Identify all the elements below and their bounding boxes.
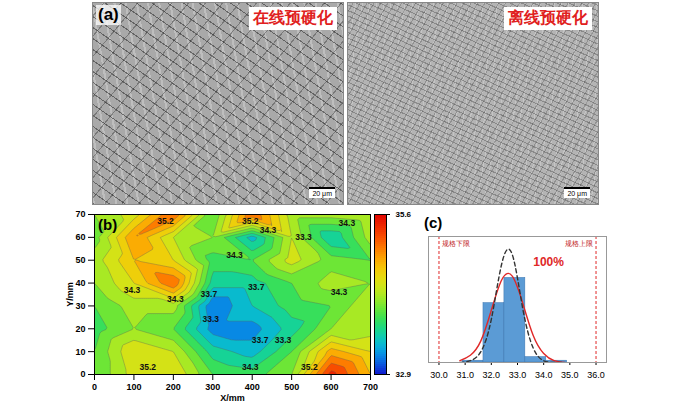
svg-text:0: 0 <box>92 382 97 392</box>
svg-text:33.7: 33.7 <box>201 289 218 299</box>
svg-text:30.0: 30.0 <box>430 370 448 380</box>
svg-text:32.0: 32.0 <box>483 370 501 380</box>
svg-text:35.0: 35.0 <box>561 370 579 380</box>
svg-text:34.3: 34.3 <box>226 250 243 260</box>
svg-text:33.0: 33.0 <box>509 370 527 380</box>
svg-text:34.3: 34.3 <box>331 287 348 297</box>
svg-text:34.3: 34.3 <box>242 362 259 372</box>
svg-text:34.3: 34.3 <box>339 218 356 228</box>
svg-text:31.0: 31.0 <box>456 370 474 380</box>
html-text:离线预硬化: 离线预硬化 <box>508 9 588 26</box>
html-text:(a): (a) <box>98 5 119 24</box>
svg-text:35.2: 35.2 <box>157 216 174 226</box>
html-text:在线预硬化: 在线预硬化 <box>253 9 333 26</box>
svg-text:规格上限: 规格上限 <box>565 240 593 247</box>
svg-text:34.0: 34.0 <box>535 370 553 380</box>
svg-text:34.3: 34.3 <box>260 225 277 235</box>
svg-text:33.7: 33.7 <box>248 282 265 292</box>
svg-text:X/mm: X/mm <box>220 393 245 403</box>
svg-text:0: 0 <box>80 369 85 379</box>
svg-text:100%: 100% <box>533 255 564 269</box>
svg-text:70: 70 <box>75 209 85 219</box>
svg-text:500: 500 <box>284 382 299 392</box>
svg-text:32.9: 32.9 <box>396 370 412 379</box>
svg-text:35.2: 35.2 <box>139 362 156 372</box>
html-text:(b): (b) <box>98 216 118 233</box>
svg-text:35.6: 35.6 <box>396 210 412 219</box>
svg-text:50: 50 <box>75 255 85 265</box>
html-text:20 μm: 20 μm <box>567 190 587 197</box>
svg-text:40: 40 <box>75 278 85 288</box>
svg-text:200: 200 <box>166 382 181 392</box>
svg-text:100: 100 <box>126 382 141 392</box>
svg-text:Y/mm: Y/mm <box>65 282 75 307</box>
svg-text:规格下限: 规格下限 <box>442 240 470 247</box>
svg-text:10: 10 <box>75 347 85 357</box>
svg-text:33.3: 33.3 <box>275 335 292 345</box>
svg-text:34.3: 34.3 <box>167 294 184 304</box>
svg-text:300: 300 <box>205 382 220 392</box>
svg-text:33.3: 33.3 <box>295 232 312 242</box>
svg-text:35.2: 35.2 <box>242 216 259 226</box>
svg-text:34.3: 34.3 <box>124 285 141 295</box>
html-text:(c): (c) <box>424 214 443 231</box>
html-text:20 μm: 20 μm <box>312 190 332 197</box>
svg-text:400: 400 <box>245 382 260 392</box>
svg-text:30: 30 <box>75 301 85 311</box>
svg-text:700: 700 <box>363 382 378 392</box>
svg-text:36.0: 36.0 <box>587 370 605 380</box>
svg-text:33.7: 33.7 <box>252 335 269 345</box>
svg-text:20: 20 <box>75 324 85 334</box>
svg-text:60: 60 <box>75 232 85 242</box>
svg-text:600: 600 <box>324 382 339 392</box>
svg-text:35.2: 35.2 <box>301 362 318 372</box>
svg-text:33.3: 33.3 <box>203 314 220 324</box>
